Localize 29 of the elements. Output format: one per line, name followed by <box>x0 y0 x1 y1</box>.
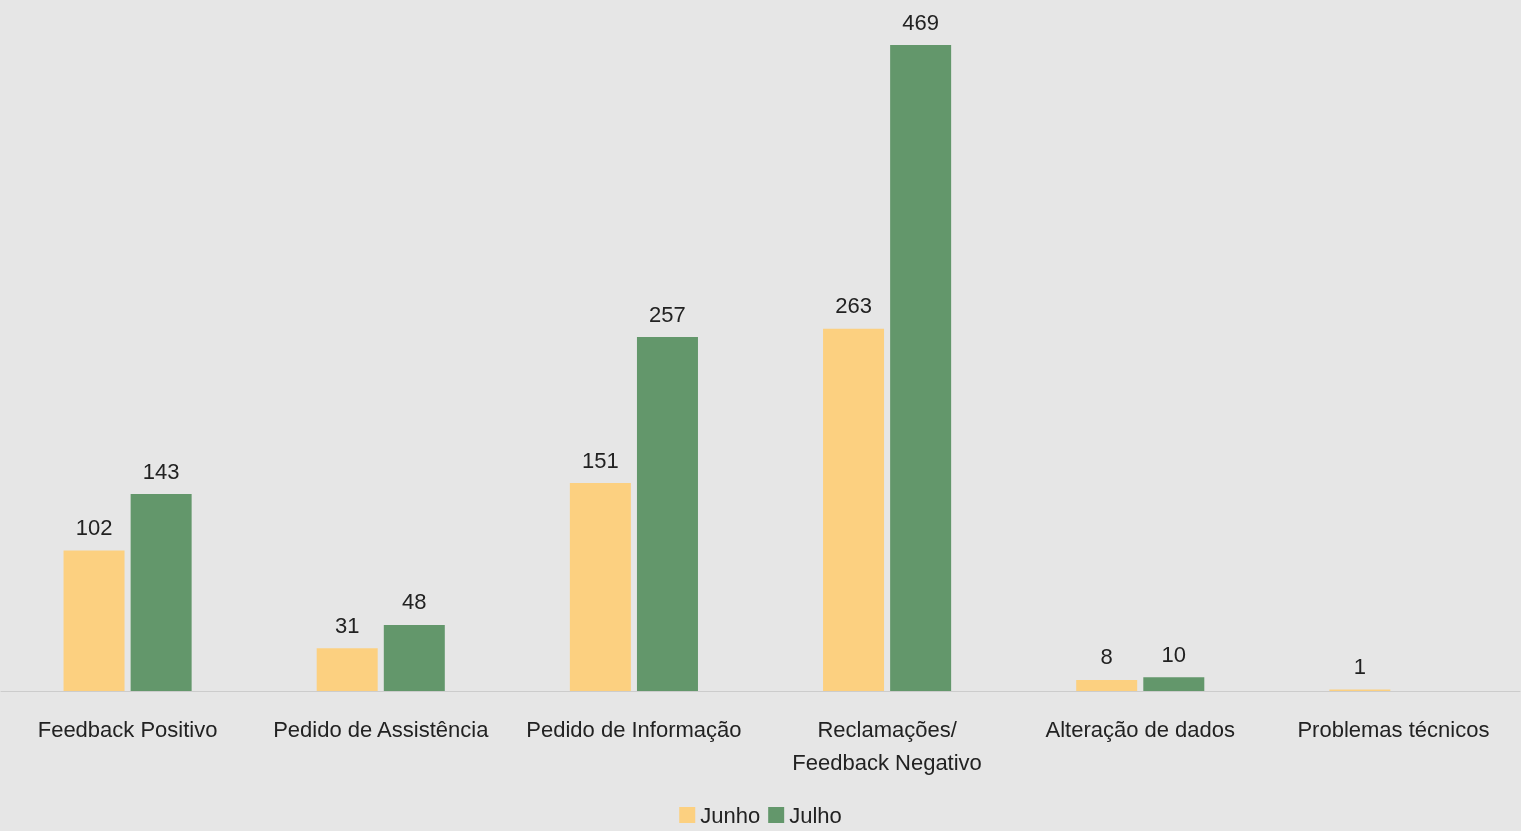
legend-label: Julho <box>789 802 842 828</box>
data-label: 102 <box>75 515 113 541</box>
data-label: 48 <box>402 589 427 615</box>
bar <box>1076 679 1138 691</box>
data-label: 31 <box>334 612 360 638</box>
bar <box>130 494 192 691</box>
data-label: 469 <box>902 9 939 35</box>
data-label: 263 <box>835 293 872 319</box>
bar <box>890 45 952 691</box>
bar <box>383 624 445 691</box>
bar <box>316 648 378 691</box>
x-tick-label: Feedback Positivo <box>37 717 218 742</box>
data-label: 257 <box>649 301 686 327</box>
data-label: 1 <box>1353 654 1366 680</box>
legend-label: Junho <box>700 802 761 828</box>
x-tick-label: Problemas técnicos <box>1297 717 1490 742</box>
bar <box>63 550 125 691</box>
data-label: 10 <box>1161 641 1187 667</box>
x-tick-label: Pedido de Informação <box>526 717 742 742</box>
bar <box>636 337 698 691</box>
bar <box>569 483 631 691</box>
bar <box>1143 677 1205 691</box>
data-label: 151 <box>582 447 619 473</box>
data-label: 143 <box>142 458 180 484</box>
x-tick-label: Reclamações/Feedback Negativo <box>792 717 982 775</box>
x-tick-label: Alteração de dados <box>1045 717 1236 742</box>
bar <box>823 328 885 691</box>
x-tick-label: Pedido de Assistência <box>273 717 490 742</box>
data-label: 8 <box>1100 644 1113 670</box>
